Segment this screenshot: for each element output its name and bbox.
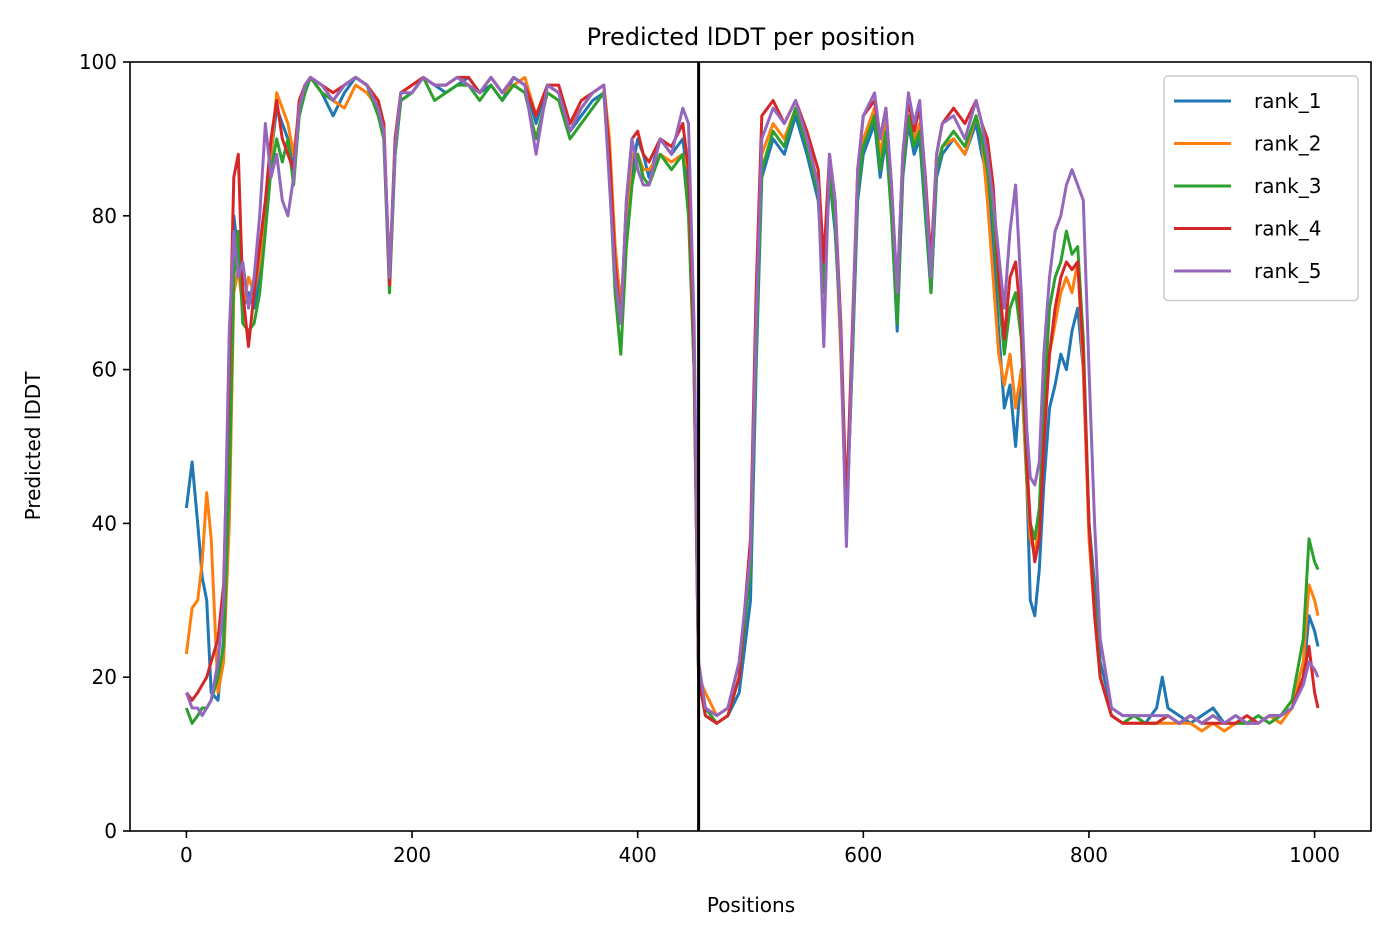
- legend-label-rank_1: rank_1: [1254, 89, 1321, 113]
- series-line-rank_5: [184, 75, 1320, 725]
- legend-box: [1163, 75, 1359, 302]
- y-tick-label: 20: [92, 665, 117, 689]
- y-axis: 0 20 40 60 80 100: [79, 50, 130, 843]
- y-axis-label: Predicted lDDT: [21, 371, 45, 521]
- x-tick-label: 200: [393, 843, 431, 867]
- legend-label-rank_4: rank_4: [1254, 217, 1321, 241]
- plot-area: [184, 75, 1320, 733]
- legend: rank_1 rank_2 rank_3 rank_4 rank_5: [1163, 75, 1359, 302]
- legend-label-rank_2: rank_2: [1254, 132, 1321, 156]
- x-tick-label: 400: [619, 843, 657, 867]
- y-tick-label: 100: [79, 50, 117, 74]
- x-axis: 0 200 400 600 800 1000: [180, 831, 1340, 867]
- y-tick-label: 40: [92, 511, 117, 535]
- x-axis-label: Positions: [707, 893, 795, 917]
- legend-label-rank_3: rank_3: [1254, 174, 1321, 198]
- legend-label-rank_5: rank_5: [1254, 259, 1321, 283]
- y-tick-label: 80: [92, 204, 117, 228]
- y-tick-label: 60: [92, 358, 117, 382]
- x-tick-label: 0: [180, 843, 193, 867]
- plot-frame: [129, 61, 1372, 832]
- chart-title: Predicted lDDT per position: [587, 23, 916, 51]
- x-tick-label: 600: [844, 843, 882, 867]
- y-tick-label: 0: [104, 819, 117, 843]
- x-tick-label: 1000: [1289, 843, 1340, 867]
- x-tick-label: 800: [1070, 843, 1108, 867]
